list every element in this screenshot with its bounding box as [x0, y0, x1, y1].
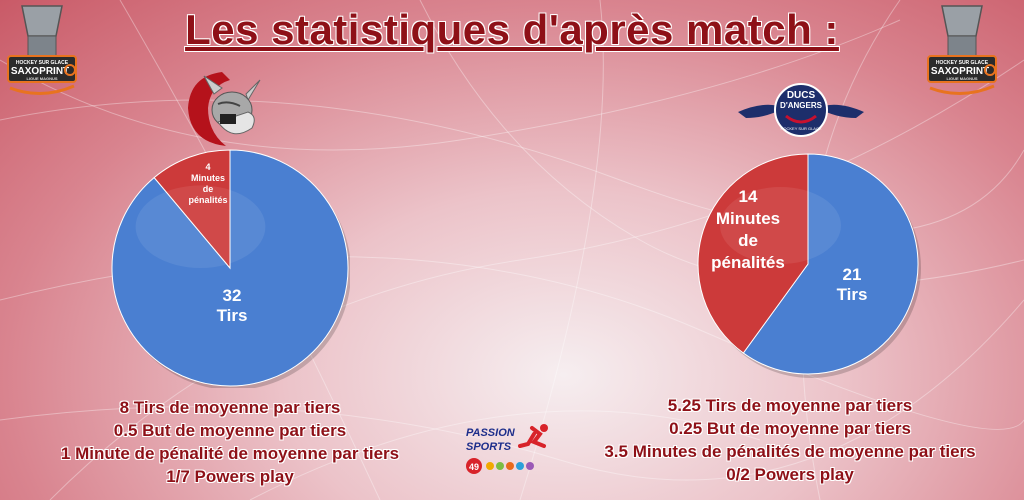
sponsor-line2: SPORTS [466, 441, 512, 453]
pie-label-shots: 21 Tirs [837, 265, 868, 304]
pie-slice-penalties [697, 153, 809, 354]
pie-chart-right: 21 Tirs 14 Minutes de pénalités [697, 153, 921, 378]
ducs-logo-line1: DUCS [787, 90, 816, 101]
passion-sports-logo: PASSION SPORTS 49 [466, 424, 548, 474]
stats-right-line: 0.25 But de moyenne par tiers [669, 419, 911, 438]
pie-label-shots: 32 Tirs [217, 286, 248, 325]
stats-left-line: 1/7 Powers play [166, 467, 294, 486]
pie-slice-shots [742, 153, 919, 375]
pie-slice-penalties [153, 149, 231, 270]
sponsor-line1: PASSION [466, 427, 516, 439]
page-title: Les statistiques d'après match : [185, 6, 839, 53]
stats-right-line: 3.5 Minutes de pénalités de moyenne par … [604, 442, 976, 461]
pie-label-penalties: 14 Minutes de pénalités [711, 187, 785, 272]
league-logo-brand: SAXOPRINT [931, 66, 989, 77]
stats-right-line: 5.25 Tirs de moyenne par tiers [667, 396, 913, 415]
league-logo-line2: LIGUE MAGNUS [946, 76, 977, 81]
league-logo-line2: LIGUE MAGNUS [26, 76, 57, 81]
sponsor-number: 49 [469, 462, 479, 472]
league-logo-left: HOCKEY SUR GLACE SAXOPRINT LIGUE MAGNUS [7, 5, 77, 96]
ducs-angers-logo: DUCS D'ANGERS HOCKEY SUR GLACE [738, 83, 864, 137]
stats-left-line: 0.5 But de moyenne par tiers [113, 421, 347, 440]
pie-chart-left: 32 Tirs 4 Minutes de pénalités [111, 149, 350, 388]
ducs-logo-line3: HOCKEY SUR GLACE [780, 126, 821, 131]
league-logo-right: HOCKEY SUR GLACE SAXOPRINT LIGUE MAGNUS [927, 5, 997, 96]
ducs-logo-line2: D'ANGERS [780, 101, 823, 110]
league-logo-brand: SAXOPRINT [11, 66, 69, 77]
stats-right: 5.25 Tirs de moyenne par tiers 0.25 But … [560, 394, 1020, 486]
pie-label-penalties: 4 Minutes de pénalités [188, 162, 227, 205]
league-logo-line1: HOCKEY SUR GLACE [936, 60, 989, 66]
stats-right-line: 0/2 Powers play [726, 465, 854, 484]
stats-left-line: 8 Tirs de moyenne par tiers [119, 398, 341, 417]
league-logo-line1: HOCKEY SUR GLACE [16, 60, 69, 66]
stats-left: 8 Tirs de moyenne par tiers 0.5 But de m… [0, 396, 460, 488]
viking-mascot-icon [188, 72, 261, 146]
stats-left-line: 1 Minute de pénalité de moyenne par tier… [60, 444, 400, 463]
